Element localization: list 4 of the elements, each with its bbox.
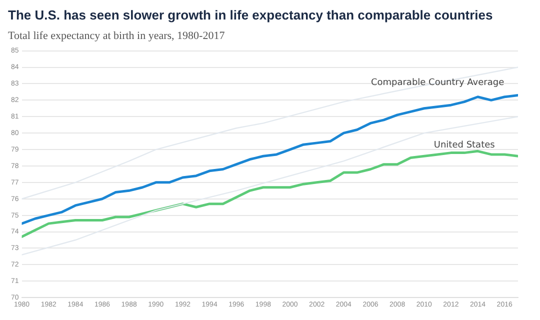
chart-title: The U.S. has seen slower growth in life expectancy than comparable countries (8, 7, 493, 22)
annotation: United States (434, 140, 496, 150)
annotation: Comparable Country Average (370, 78, 505, 88)
chart-subtitle: Total life expectancy at birth in years, 1980-2017 (8, 30, 226, 42)
